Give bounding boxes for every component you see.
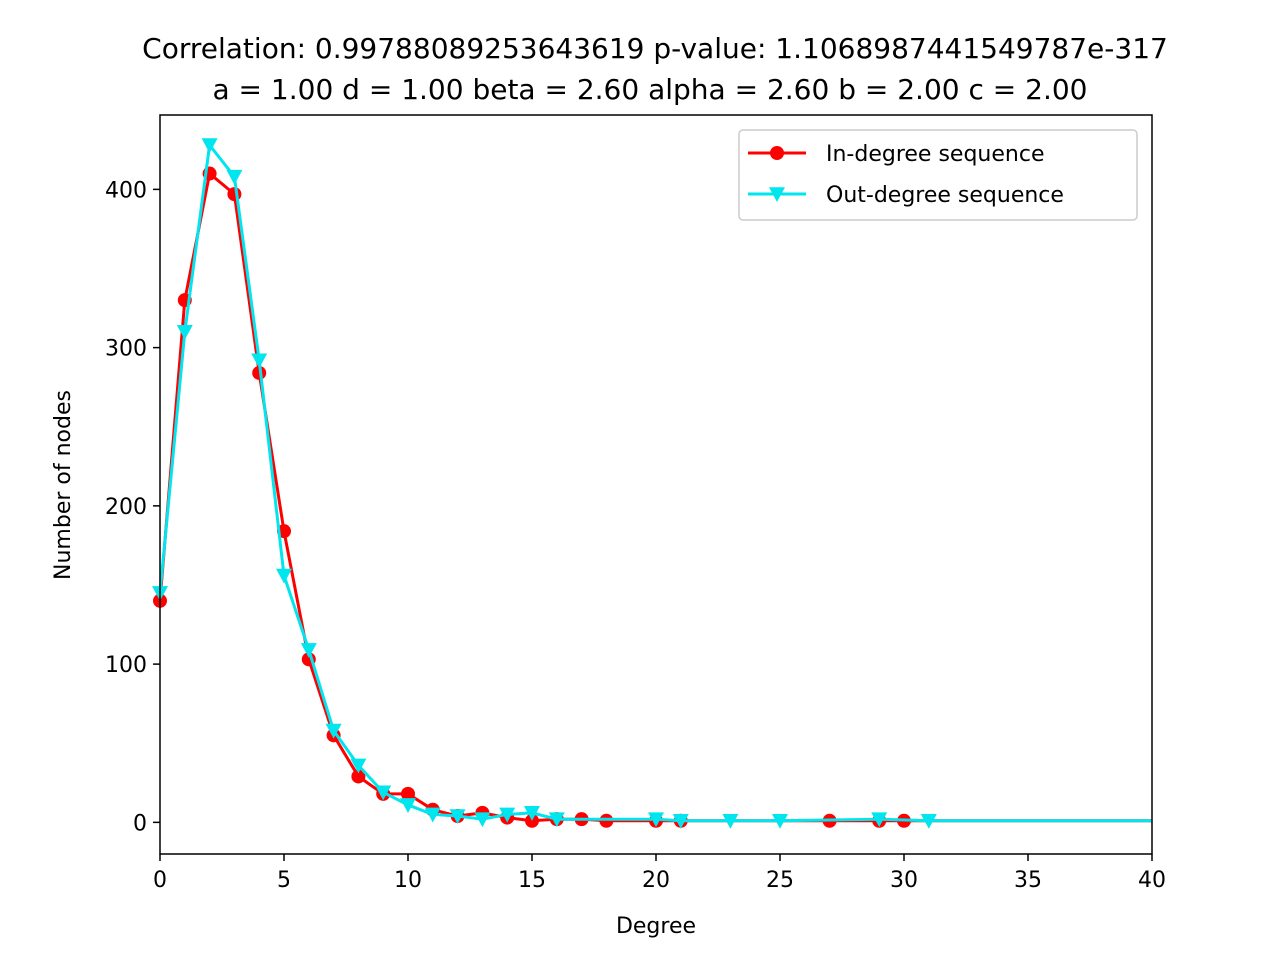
- data-point: [276, 568, 292, 584]
- x-tick-label: 40: [1138, 868, 1166, 893]
- data-point: [424, 807, 441, 823]
- y-axis-label: Number of nodes: [51, 390, 76, 580]
- x-tick-label: 30: [890, 868, 918, 893]
- data-point: [524, 806, 540, 821]
- data-point: [226, 169, 243, 185]
- series-in-degree: [153, 166, 1152, 828]
- series-line: [158, 172, 1152, 823]
- data-point: [920, 813, 937, 829]
- y-tick-label: 100: [105, 653, 147, 678]
- series-line: [158, 143, 1152, 823]
- data-point: [227, 187, 242, 202]
- series-out-degree: [152, 138, 1152, 829]
- data-point: [325, 723, 342, 739]
- x-axis-label: Degree: [616, 914, 696, 939]
- x-axis: 0 5 10 15 20 25 30 35 40: [153, 854, 1166, 893]
- data-point: [401, 786, 415, 801]
- legend-marker: [770, 146, 784, 160]
- y-tick-label: 300: [105, 337, 147, 362]
- data-point: [201, 138, 218, 154]
- data-point: [548, 812, 565, 828]
- data-point: [449, 809, 466, 825]
- chart-subtitle: a = 1.00 d = 1.00 beta = 2.60 alpha = 2.…: [213, 73, 1088, 106]
- x-tick-label: 20: [642, 868, 670, 893]
- data-point: [871, 812, 888, 828]
- plot-frame: [159, 114, 1153, 855]
- legend-label: Out-degree sequence: [826, 183, 1064, 208]
- data-point: [672, 813, 689, 829]
- data-point: [375, 785, 392, 801]
- y-axis: 0 100 200 300 400: [105, 178, 160, 836]
- x-tick-label: 0: [153, 868, 167, 893]
- data-point: [722, 813, 739, 829]
- x-tick-label: 15: [518, 868, 546, 893]
- data-point: [772, 813, 788, 829]
- x-tick-label: 25: [766, 868, 794, 893]
- legend: In-degree sequence Out-degree sequence: [738, 129, 1138, 221]
- data-point: [648, 812, 664, 828]
- data-point: [351, 769, 366, 784]
- data-point: [251, 353, 268, 369]
- x-tick-label: 5: [277, 868, 291, 893]
- legend-box: [738, 129, 1138, 221]
- data-point: [400, 798, 416, 813]
- x-tick-label: 35: [1014, 868, 1042, 893]
- x-tick-label: 10: [394, 868, 422, 893]
- data-point: [499, 807, 516, 823]
- data-point: [300, 643, 317, 658]
- y-tick-label: 200: [105, 495, 147, 520]
- legend-entry: In-degree sequence: [748, 142, 1044, 167]
- legend-marker: [769, 187, 785, 202]
- chart-title: Correlation: 0.9978808925364361​9 p-valu…: [142, 32, 1168, 65]
- data-point: [474, 812, 491, 828]
- legend-label: In-degree sequence: [826, 142, 1044, 167]
- legend-entry: Out-degree sequence: [748, 183, 1064, 208]
- y-tick-label: 400: [105, 178, 147, 203]
- data-point: [176, 324, 193, 340]
- y-tick-label: 0: [133, 811, 147, 836]
- legend-entries: In-degree sequence Out-degree sequence: [748, 142, 1064, 208]
- plot-area: [152, 138, 1152, 829]
- data-point: [599, 813, 614, 828]
- data-point: [350, 758, 367, 774]
